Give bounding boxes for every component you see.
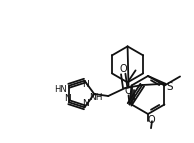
Text: N: N (65, 94, 71, 103)
Text: O: O (125, 86, 132, 96)
Text: NH: NH (89, 93, 102, 102)
Text: N: N (82, 80, 89, 89)
Text: S: S (166, 82, 173, 92)
Text: O: O (147, 115, 155, 125)
Text: HN: HN (54, 85, 67, 94)
Text: N: N (82, 99, 89, 108)
Text: O: O (120, 64, 127, 74)
